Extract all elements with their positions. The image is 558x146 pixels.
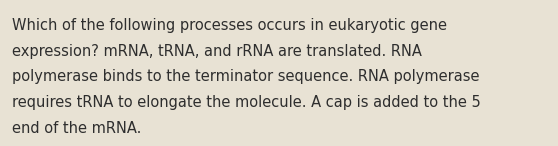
- Text: Which of the following processes occurs in eukaryotic gene: Which of the following processes occurs …: [12, 18, 448, 33]
- Text: polymerase binds to the terminator sequence. RNA polymerase: polymerase binds to the terminator seque…: [12, 69, 480, 85]
- Text: end of the mRNA.: end of the mRNA.: [12, 121, 142, 137]
- Text: expression? mRNA, tRNA, and rRNA are translated. RNA: expression? mRNA, tRNA, and rRNA are tra…: [12, 44, 422, 59]
- Text: requires tRNA to elongate the molecule. A cap is added to the 5: requires tRNA to elongate the molecule. …: [12, 95, 481, 111]
